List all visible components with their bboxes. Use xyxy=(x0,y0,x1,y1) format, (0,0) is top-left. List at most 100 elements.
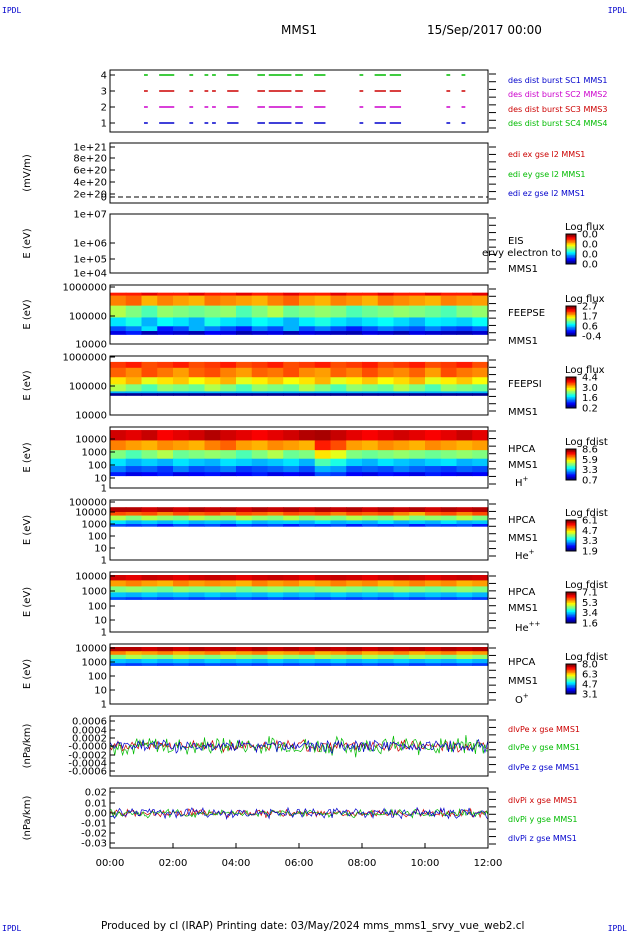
heatmap-cell-p5-3-4 xyxy=(173,384,190,392)
y-tick-label-p6-3: 10 xyxy=(94,474,107,485)
heatmap-cell-p9-1-5 xyxy=(188,651,206,656)
heatmap-cell-p7-4-14 xyxy=(330,524,347,527)
heatmap-cell-p4-4-12 xyxy=(299,326,316,332)
heatmap-cell-p9-0-11 xyxy=(283,647,300,652)
heatmap-cell-p9-0-20 xyxy=(425,647,442,652)
colorbar-cell-p6-17 xyxy=(566,475,576,478)
heatmap-cell-p5-4-2 xyxy=(141,391,158,394)
heatmap-cell-p9-4-22 xyxy=(456,663,473,666)
heatmap-cell-p8-4-0 xyxy=(110,597,127,600)
heatmap-cell-p5-2-2 xyxy=(141,377,158,385)
heatmap-cell-p6-0-23 xyxy=(472,430,489,441)
y-tick-label-p11-3: -0.01 xyxy=(81,819,107,830)
heatmap-cell-p6-3-4 xyxy=(173,458,190,467)
heatmap-cell-p4-4-21 xyxy=(440,326,458,332)
heatmap-cell-p7-4-10 xyxy=(267,524,284,527)
heatmap-cell-p8-0-0 xyxy=(110,575,127,581)
heatmap-cell-p9-1-3 xyxy=(157,651,174,656)
y-tick-label-p9-1: 1000 xyxy=(82,658,107,669)
heatmap-cell-p7-4-20 xyxy=(425,524,442,527)
heatmap-cell-p7-3-2 xyxy=(141,520,158,525)
heatmap-cell-p7-1-17 xyxy=(377,512,395,516)
heatmap-cell-p4-5-1 xyxy=(125,331,143,335)
heatmap-cell-p8-0-21 xyxy=(440,575,458,581)
heatmap-cell-p7-2-10 xyxy=(267,515,284,521)
heatmap-cell-p4-1-4 xyxy=(173,295,190,306)
colorbar-cell-p3-8 xyxy=(566,246,576,248)
heatmap-cell-p8-0-15 xyxy=(346,575,363,581)
heatmap-cell-p7-0-4 xyxy=(173,507,190,513)
heatmap-cell-p5-3-6 xyxy=(204,384,221,392)
heatmap-cell-p9-2-18 xyxy=(393,654,410,660)
heatmap-cell-p7-0-0 xyxy=(110,507,127,513)
y-tick-label-p6-4: 1 xyxy=(101,484,107,495)
panel-frame-p7 xyxy=(109,499,489,561)
heatmap-cell-p4-1-10 xyxy=(267,295,284,306)
heatmap-cell-p9-0-10 xyxy=(267,647,284,652)
heatmap-cell-p9-2-3 xyxy=(157,654,174,660)
heatmap-cell-p6-5-21 xyxy=(440,472,458,477)
heatmap-cell-p5-2-15 xyxy=(346,377,363,385)
heatmap-cell-p9-3-12 xyxy=(299,659,316,664)
legend-label-p4-1: MMS1 xyxy=(508,336,538,347)
colorbar-cell-p5-17 xyxy=(566,403,576,406)
colorbar-cell-p9-5 xyxy=(566,671,576,674)
heatmap-cell-p5-5-22 xyxy=(456,393,473,396)
heatmap-cell-p8-2-10 xyxy=(267,586,284,593)
heatmap-cell-p8-3-17 xyxy=(377,592,395,598)
heatmap-cell-p9-3-22 xyxy=(456,659,473,664)
heatmap-cell-p6-0-12 xyxy=(299,430,316,441)
heatmap-cell-p5-1-22 xyxy=(456,367,473,378)
heatmap-cell-p7-3-20 xyxy=(425,520,442,525)
colorbar-cell-p3-18 xyxy=(566,261,576,263)
heatmap-cell-p6-5-17 xyxy=(377,472,395,477)
y-tick-label-p6-1: 1000 xyxy=(82,448,107,459)
heatmap-cell-p4-1-11 xyxy=(283,295,300,306)
corner-label-bottom-left: IPDL xyxy=(2,924,22,933)
y-tick-label-p9-4: 1 xyxy=(101,700,107,711)
heatmap-cell-p9-0-15 xyxy=(346,647,363,652)
colorbar-cell-p4-11 xyxy=(566,322,576,325)
heatmap-cell-p4-3-23 xyxy=(472,317,489,327)
heatmap-cell-p6-3-9 xyxy=(251,458,269,467)
heatmap-cell-p6-4-15 xyxy=(346,466,363,473)
heatmap-cell-p9-1-7 xyxy=(220,651,237,656)
heatmap-cell-p5-0-6 xyxy=(204,361,221,369)
heatmap-cell-p9-3-1 xyxy=(125,659,143,664)
colorbar-cell-p5-1 xyxy=(566,378,576,381)
heatmap-cell-p5-0-9 xyxy=(251,361,269,369)
colorbar-cell-p7-17 xyxy=(566,546,576,549)
heatmap-cell-p5-0-2 xyxy=(141,361,158,369)
y-tick-label-p8-3: 10 xyxy=(94,616,107,627)
heatmap-cell-p7-4-0 xyxy=(110,524,127,527)
heatmap-cell-p6-5-11 xyxy=(283,472,300,477)
heatmap-cell-p8-0-17 xyxy=(377,575,395,581)
heatmap-cell-p4-4-13 xyxy=(314,326,332,332)
heatmap-cell-p8-0-20 xyxy=(425,575,442,581)
heatmap-cell-p8-4-18 xyxy=(393,597,410,600)
y-tick-label-p7-3: 100 xyxy=(88,532,107,543)
heatmap-cell-p5-4-12 xyxy=(299,391,316,394)
heatmap-cell-p9-3-9 xyxy=(251,659,269,664)
heatmap-cell-p8-4-9 xyxy=(251,597,269,600)
heatmap-cell-p5-0-20 xyxy=(425,361,442,369)
heatmap-cell-p7-2-20 xyxy=(425,515,442,521)
heatmap-cell-p9-3-23 xyxy=(472,659,489,664)
heatmap-cell-p4-2-22 xyxy=(456,305,473,318)
heatmap-cell-p5-5-13 xyxy=(314,393,332,396)
heatmap-cell-p8-2-1 xyxy=(125,586,143,593)
colorbar-cell-p9-3 xyxy=(566,668,576,671)
legend-label-p6-0: HPCA xyxy=(508,444,536,455)
colorbar-cell-p8-12 xyxy=(566,610,576,613)
colorbar-cell-p9-1 xyxy=(566,665,576,668)
heatmap-cell-p5-1-21 xyxy=(440,367,458,378)
heatmap-cell-p4-0-7 xyxy=(220,292,237,296)
colorbar-cell-p8-18 xyxy=(566,619,576,622)
heatmap-cell-p8-0-8 xyxy=(236,575,253,581)
heatmap-cell-p7-0-20 xyxy=(425,507,442,513)
y-tick-label-p8-2: 100 xyxy=(88,602,107,613)
heatmap-cell-p5-0-10 xyxy=(267,361,284,369)
legend-label-p2-2: edi ez gse l2 MMS1 xyxy=(508,189,585,198)
heatmap-cell-p6-5-10 xyxy=(267,472,284,477)
colorbar-cell-p5-16 xyxy=(566,401,576,404)
